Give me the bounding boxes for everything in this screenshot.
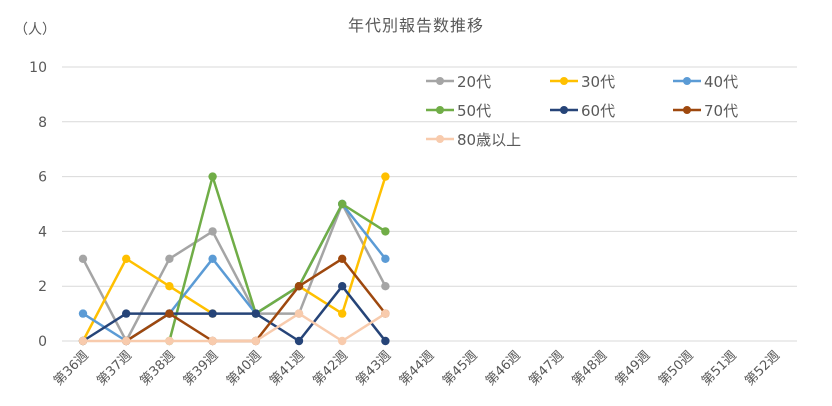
legend-marker-icon bbox=[436, 77, 444, 85]
legend-marker-icon bbox=[436, 106, 444, 114]
legend-label: 80歳以上 bbox=[457, 131, 521, 149]
legend-marker-icon bbox=[436, 135, 444, 143]
y-tick-label: 0 bbox=[38, 334, 47, 350]
legend-label: 70代 bbox=[704, 102, 738, 120]
series-line bbox=[83, 312, 387, 343]
y-tick-label: 6 bbox=[38, 170, 47, 186]
y-tick-label: 10 bbox=[29, 60, 47, 76]
data-point bbox=[381, 172, 390, 181]
legend-item: 60代 bbox=[550, 102, 615, 120]
legend: 20代 30代 40代 50代 60代 70代 80歳以上 bbox=[426, 73, 738, 149]
legend-marker-icon bbox=[683, 106, 691, 114]
data-point bbox=[122, 254, 131, 263]
x-tick-label: 第45週 bbox=[440, 348, 481, 389]
series-line bbox=[81, 202, 387, 343]
x-tick-label: 第42週 bbox=[310, 348, 351, 389]
data-point bbox=[78, 336, 88, 346]
data-point bbox=[338, 282, 347, 291]
x-tick-label: 第44週 bbox=[397, 348, 438, 389]
data-point bbox=[338, 254, 347, 263]
x-axis-ticks: 第36週 第37週 第38週 第39週 第40週 第41週 第42週 第43週 第44週 第45週… bbox=[51, 348, 783, 389]
legend-marker-icon bbox=[560, 106, 568, 114]
x-tick-label: 第48週 bbox=[570, 348, 611, 389]
x-tick-label: 第43週 bbox=[354, 348, 395, 389]
series-line bbox=[168, 175, 387, 342]
legend-label: 30代 bbox=[581, 73, 615, 91]
y-axis-unit-label: （人） bbox=[14, 22, 56, 38]
legend-label: 20代 bbox=[457, 73, 491, 91]
x-tick-label: 第49週 bbox=[613, 348, 654, 389]
x-tick-label: 第50週 bbox=[656, 348, 697, 389]
series-70代 bbox=[122, 254, 390, 346]
legend-label: 50代 bbox=[457, 102, 491, 120]
data-point bbox=[165, 282, 174, 291]
data-point bbox=[208, 336, 217, 346]
legend-label: 40代 bbox=[704, 73, 738, 91]
data-point bbox=[251, 336, 260, 346]
data-point bbox=[208, 309, 217, 318]
data-point bbox=[381, 309, 390, 318]
legend-item: 40代 bbox=[673, 73, 738, 91]
legend-label: 60代 bbox=[581, 102, 615, 120]
x-tick-label: 第39週 bbox=[181, 348, 222, 389]
data-point bbox=[208, 172, 217, 181]
data-point bbox=[165, 336, 174, 346]
legend-marker-icon bbox=[683, 77, 691, 85]
series-80歳以上 bbox=[78, 309, 390, 346]
data-point bbox=[381, 336, 390, 346]
series-line bbox=[81, 257, 214, 342]
series-20代 bbox=[78, 199, 390, 346]
x-tick-label: 第51週 bbox=[699, 348, 740, 389]
series-line bbox=[82, 284, 387, 343]
data-point bbox=[251, 309, 260, 318]
x-tick-label: 第36週 bbox=[51, 348, 92, 389]
chart-title: 年代別報告数推移 bbox=[347, 16, 484, 35]
x-tick-label: 第38週 bbox=[138, 348, 179, 389]
data-point bbox=[78, 254, 88, 263]
data-point bbox=[122, 336, 131, 346]
data-point bbox=[381, 254, 390, 263]
data-point bbox=[208, 227, 217, 236]
x-tick-label: 第37週 bbox=[94, 348, 135, 389]
data-point bbox=[208, 254, 217, 263]
y-tick-label: 8 bbox=[38, 115, 47, 131]
y-tick-label: 4 bbox=[38, 224, 47, 240]
series-lines bbox=[78, 172, 390, 346]
data-point bbox=[381, 227, 390, 236]
data-point bbox=[294, 309, 304, 318]
data-point bbox=[165, 309, 174, 318]
y-axis-ticks: 0 2 4 6 8 10 bbox=[29, 60, 47, 350]
legend-item: 50代 bbox=[426, 102, 491, 120]
data-point bbox=[338, 199, 347, 209]
data-point bbox=[165, 254, 174, 263]
x-tick-label: 第52週 bbox=[742, 348, 783, 389]
legend-marker-icon bbox=[560, 77, 568, 85]
data-point bbox=[338, 309, 347, 318]
data-point bbox=[78, 309, 88, 318]
legend-item: 20代 bbox=[426, 73, 491, 91]
data-point bbox=[294, 336, 304, 346]
legend-item: 70代 bbox=[673, 102, 738, 120]
x-tick-label: 第40週 bbox=[224, 348, 265, 389]
data-point bbox=[381, 282, 390, 291]
legend-item: 80歳以上 bbox=[426, 131, 521, 149]
x-tick-label: 第41週 bbox=[267, 348, 308, 389]
series-50代 bbox=[165, 172, 390, 346]
x-tick-label: 第46週 bbox=[483, 348, 524, 389]
data-point bbox=[294, 282, 304, 291]
series-line bbox=[298, 176, 387, 315]
y-tick-label: 2 bbox=[38, 279, 47, 295]
x-tick-label: 第47週 bbox=[526, 348, 567, 389]
data-point bbox=[122, 309, 131, 318]
data-point bbox=[338, 336, 347, 346]
legend-item: 30代 bbox=[550, 73, 615, 91]
